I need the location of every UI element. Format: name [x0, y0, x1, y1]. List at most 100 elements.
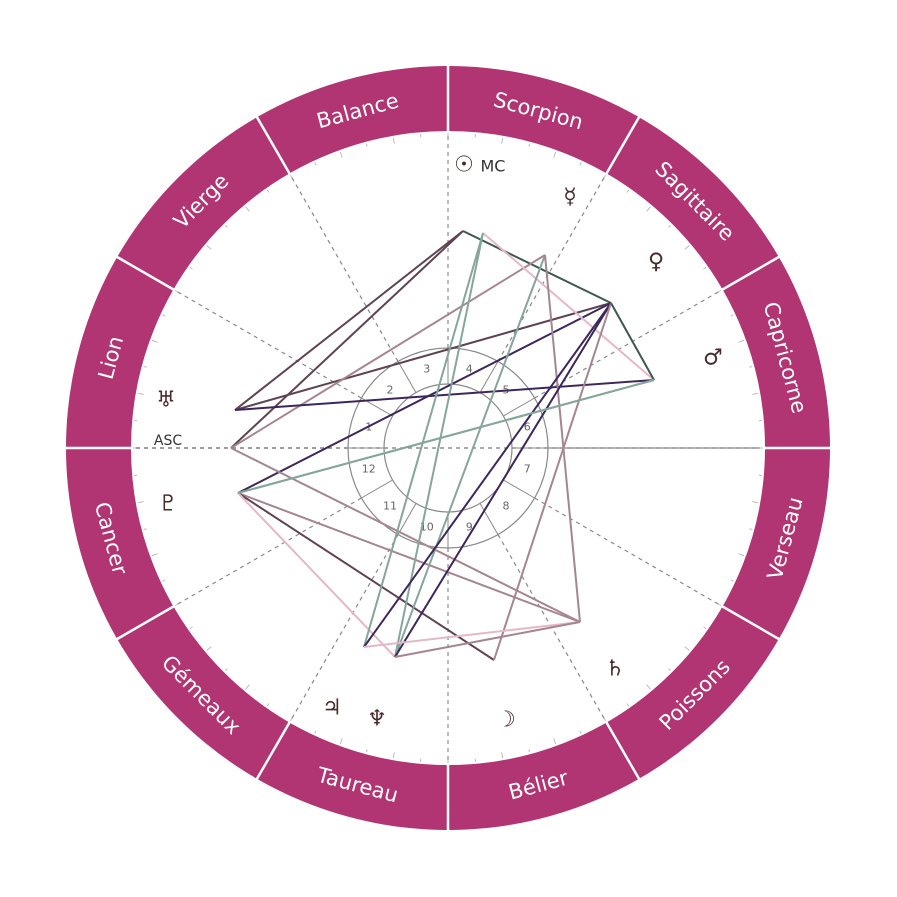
aspect-line	[230, 254, 546, 449]
house-number-7: 7	[524, 463, 531, 476]
degree-tick	[365, 749, 368, 753]
asc-label: ASC	[154, 433, 182, 449]
degree-tick	[668, 224, 672, 228]
aspect-line	[462, 230, 612, 304]
degree-tick	[528, 749, 531, 753]
degree-tick	[245, 206, 250, 212]
degree-tick	[684, 245, 690, 250]
sign-divider	[254, 721, 292, 782]
degree-tick	[162, 314, 166, 317]
house-cusp-line	[177, 497, 362, 605]
saturn-icon: ♄	[605, 657, 625, 682]
degree-tick	[266, 703, 270, 707]
aspect-line	[237, 379, 655, 494]
uranus-icon: ♅	[156, 388, 176, 413]
house-number-9: 9	[466, 521, 473, 534]
degree-tick	[501, 752, 504, 759]
aspect-line	[394, 254, 546, 658]
degree-tick	[392, 752, 395, 759]
aspect-line	[237, 492, 581, 623]
aspect-line	[230, 447, 581, 623]
neptune-icon: ♆	[367, 707, 387, 732]
degree-tick	[206, 245, 212, 250]
degree-tick	[668, 668, 672, 672]
house-cusp-line	[534, 291, 719, 399]
degree-tick	[143, 365, 147, 368]
degree-tick	[266, 189, 270, 193]
inner-chart: 123456789101112ASC	[133, 133, 763, 763]
degree-tick	[738, 553, 745, 557]
moon-icon: ☽	[496, 708, 516, 733]
house-divider	[397, 361, 417, 393]
degree-tick	[162, 579, 166, 582]
house-cusp-line	[177, 291, 362, 399]
ring-inner-edge	[131, 131, 765, 765]
house-divider	[503, 479, 535, 499]
sign-divider	[721, 604, 782, 642]
degree-tick	[646, 206, 651, 212]
planet-glyphs: ☉ ☿ ♀ ♂ ♄ ☽ ♆ ♃ ♇ ♅ MC	[156, 153, 723, 733]
degree-tick	[579, 162, 582, 166]
degree-tick	[137, 392, 144, 395]
house-cusp-line	[291, 177, 399, 362]
degree-tick	[143, 528, 147, 531]
house-number-4: 4	[466, 362, 473, 375]
aspect-line	[394, 621, 581, 658]
house-divider	[479, 503, 499, 535]
degree-tick	[626, 703, 630, 707]
degree-tick	[365, 143, 368, 147]
pluto-icon: ♇	[158, 492, 178, 517]
degree-tick	[314, 730, 317, 734]
house-number-3: 3	[423, 362, 430, 375]
degree-tick	[189, 626, 193, 630]
aspect-line	[363, 302, 612, 648]
house-number-2: 2	[387, 384, 394, 397]
degree-tick	[314, 162, 317, 166]
aspect-line	[394, 232, 484, 658]
degree-tick	[528, 143, 531, 147]
aspect-line	[493, 302, 612, 661]
sun-icon: ☉	[454, 153, 474, 178]
sign-divider	[254, 114, 292, 175]
aspect-line	[237, 302, 612, 494]
venus-icon: ♀	[648, 250, 664, 275]
sign-divider	[114, 254, 175, 292]
degree-tick	[553, 738, 557, 745]
degree-tick	[730, 579, 734, 582]
degree-tick	[703, 266, 707, 270]
house-cusp-line	[497, 534, 605, 719]
aspect-line	[363, 621, 581, 648]
house-number-6: 6	[524, 420, 531, 433]
house-number-12: 12	[362, 463, 376, 476]
degree-tick	[730, 314, 734, 317]
degree-tick	[392, 137, 395, 144]
degree-tick	[749, 528, 753, 531]
degree-tick	[749, 365, 753, 368]
sign-divider	[604, 721, 642, 782]
degree-tick	[189, 266, 193, 270]
aspect-line	[237, 492, 495, 661]
house-cusp-line	[534, 497, 719, 605]
degree-tick	[553, 151, 557, 158]
mars-icon: ♂	[703, 346, 723, 371]
house-number-11: 11	[383, 499, 397, 512]
degree-tick	[339, 738, 343, 745]
house-number-8: 8	[502, 499, 509, 512]
mc-label: MC	[481, 157, 506, 176]
degree-tick	[738, 339, 745, 343]
aspect-line	[482, 232, 655, 381]
degree-tick	[752, 392, 759, 395]
house-cusp-line	[291, 534, 399, 719]
house-divider	[397, 503, 417, 535]
house-ring-inner	[383, 383, 513, 513]
degree-tick	[224, 668, 228, 672]
degree-tick	[703, 626, 707, 630]
aspect-line	[230, 230, 464, 449]
aspect-lines	[230, 230, 655, 661]
degree-tick	[646, 684, 651, 690]
degree-tick	[501, 137, 504, 144]
degree-tick	[151, 553, 158, 557]
house-divider	[361, 479, 393, 499]
sign-divider	[114, 604, 175, 642]
